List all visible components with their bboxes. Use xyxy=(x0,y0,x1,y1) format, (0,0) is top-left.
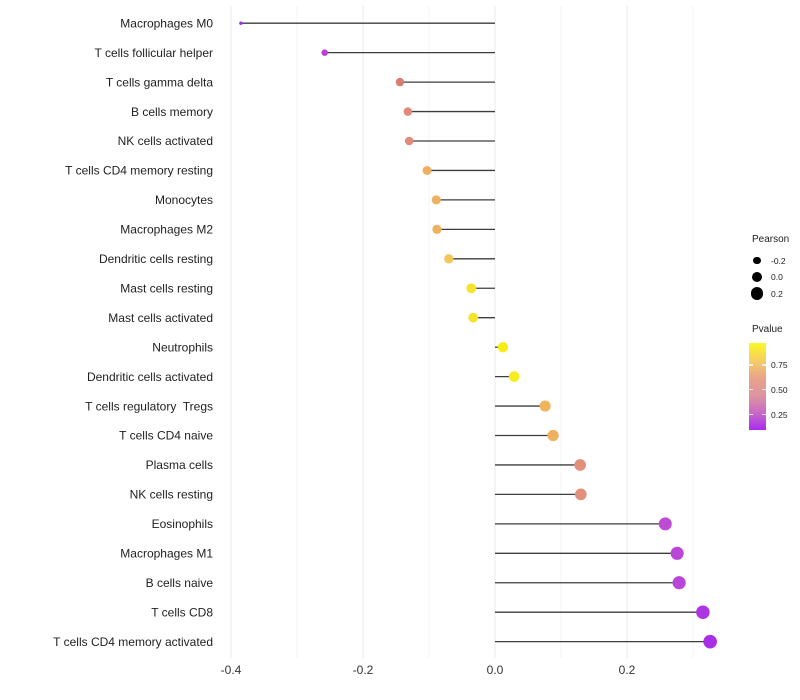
y-axis-label: Mast cells activated xyxy=(108,311,213,325)
y-axis-label: T cells CD4 naive xyxy=(119,429,213,443)
lollipop-dot xyxy=(404,136,414,146)
colorbar-tick xyxy=(762,413,766,416)
colorbar-tick-label: 0.25 xyxy=(771,409,788,420)
size-legend-entry: -0.2 xyxy=(745,252,800,269)
y-axis-label: T cells CD4 memory resting xyxy=(65,164,213,178)
y-axis-label: Macrophages M1 xyxy=(120,547,213,561)
size-legend-dot xyxy=(753,256,761,265)
lollipop-dot xyxy=(403,107,413,116)
lollipop-dot xyxy=(670,546,684,560)
colorbar-tick-label: 0.75 xyxy=(771,359,788,370)
lollipop-dot xyxy=(432,224,442,234)
lollipop-dot xyxy=(696,605,710,619)
lollipop-dot xyxy=(574,459,586,471)
lollipop-dot xyxy=(431,195,441,205)
lollipop-dot xyxy=(466,283,477,294)
y-axis-label: B cells memory xyxy=(131,105,213,119)
legend-panel: Pearson -0.2 0.0 0.2 Pvalue 0.75 0.50 0.25 xyxy=(745,230,800,450)
lollipop-dot xyxy=(239,21,243,25)
lollipop-dot xyxy=(395,77,405,87)
lollipop-dot xyxy=(547,429,559,442)
size-legend-label: 0.2 xyxy=(771,288,783,299)
lollipop-dot xyxy=(539,400,551,412)
x-axis-tick-label: 0.0 xyxy=(487,663,504,677)
y-axis-label: Mast cells resting xyxy=(120,281,213,295)
colorbar-tick xyxy=(749,413,753,416)
y-axis-label: T cells CD4 memory activated xyxy=(53,635,213,649)
size-legend-entry: 0.2 xyxy=(745,285,800,302)
colorbar-tick xyxy=(749,364,753,366)
lollipop-dot xyxy=(468,312,479,323)
lollipop-dot xyxy=(574,488,587,501)
pvalue-colorbar xyxy=(749,343,766,430)
y-axis-label: Dendritic cells activated xyxy=(87,370,213,384)
lollipop-dot xyxy=(321,49,328,56)
y-axis-label: NK cells activated xyxy=(118,134,213,148)
colorbar-tick xyxy=(762,364,766,366)
size-legend-dot xyxy=(751,271,763,283)
y-axis-label: B cells naive xyxy=(146,576,214,590)
x-axis-tick-label: -0.4 xyxy=(221,663,242,677)
x-axis-tick-label: -0.2 xyxy=(353,663,374,677)
color-legend-title: Pvalue xyxy=(752,324,783,335)
lollipop-dot xyxy=(703,634,717,649)
lollipop-dot xyxy=(508,371,520,382)
size-legend-label: -0.2 xyxy=(771,255,786,266)
x-axis-tick-label: 0.2 xyxy=(619,663,636,677)
lollipop-dot xyxy=(658,517,672,531)
y-axis-label: Dendritic cells resting xyxy=(99,252,213,266)
size-legend-label: 0.0 xyxy=(771,272,783,283)
y-axis-label: T cells gamma delta xyxy=(106,75,213,89)
colorbar-tick xyxy=(762,389,766,391)
y-axis-label: T cells follicular helper xyxy=(95,46,214,60)
y-axis-label: Neutrophils xyxy=(152,340,213,354)
colorbar-tick xyxy=(749,389,753,391)
y-axis-label: Macrophages M2 xyxy=(120,223,213,237)
colorbar-tick-label: 0.50 xyxy=(771,384,788,395)
y-axis-label: Macrophages M0 xyxy=(120,16,213,30)
size-legend-entry: 0.0 xyxy=(745,269,800,286)
y-axis-label: Monocytes xyxy=(155,193,213,207)
lollipop-dot xyxy=(497,341,509,353)
y-axis-label: Plasma cells xyxy=(146,458,213,472)
y-axis-label: Eosinophils xyxy=(152,517,213,531)
size-legend-dot xyxy=(750,287,764,300)
y-axis-label: T cells CD8 xyxy=(151,605,213,619)
y-axis-label: NK cells resting xyxy=(130,488,213,502)
lollipop-dot xyxy=(422,165,432,175)
size-legend-title: Pearson xyxy=(752,234,790,245)
lollipop-dot xyxy=(672,576,686,590)
y-axis-label: T cells regulatory Tregs xyxy=(85,399,213,413)
lollipop-dot xyxy=(444,254,454,264)
